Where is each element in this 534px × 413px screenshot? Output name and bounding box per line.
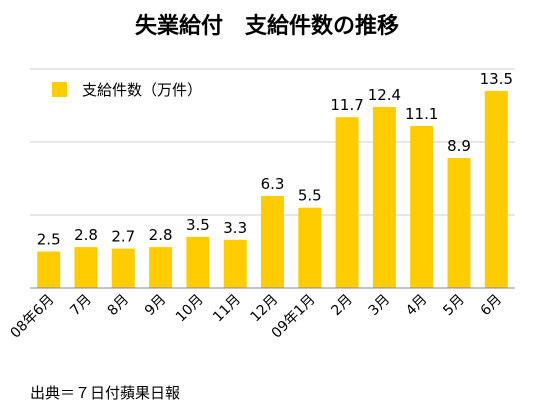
x-tick-label: 5月 xyxy=(440,292,468,320)
x-tick-label: 7月 xyxy=(67,292,95,320)
data-label: 2.5 xyxy=(37,231,61,249)
data-label: 6.3 xyxy=(261,175,285,193)
bar xyxy=(447,158,471,288)
x-tick-label: 10月 xyxy=(173,292,207,326)
data-label: 3.3 xyxy=(223,219,247,237)
x-tick-label: 12月 xyxy=(248,292,282,326)
bar xyxy=(186,236,210,288)
x-tick-label: 2月 xyxy=(328,292,356,320)
x-tick-label: 08年6月 xyxy=(8,292,58,342)
x-tick-label: 6月 xyxy=(478,292,506,320)
legend-swatch xyxy=(52,82,67,97)
legend: 支給件数（万件） xyxy=(52,81,202,99)
bars xyxy=(37,90,508,289)
data-label: 11.1 xyxy=(405,105,438,123)
bar xyxy=(410,125,434,289)
data-label: 3.5 xyxy=(186,216,210,234)
data-label: 5.5 xyxy=(298,187,322,205)
data-label: 8.9 xyxy=(447,137,471,155)
data-label: 11.7 xyxy=(330,96,363,114)
legend-label: 支給件数（万件） xyxy=(82,81,202,99)
data-label: 13.5 xyxy=(480,70,513,88)
source-note: 出典＝７日付蘋果日報 xyxy=(30,384,180,402)
bar xyxy=(111,248,135,288)
chart-title: 失業給付 支給件数の推移 xyxy=(135,13,399,39)
bar xyxy=(298,207,322,288)
bar xyxy=(484,90,508,289)
bar xyxy=(372,107,396,288)
data-label: 2.8 xyxy=(74,226,98,244)
x-tick-label: 4月 xyxy=(403,292,431,320)
x-tick-label: 3月 xyxy=(366,292,394,320)
value-labels: 2.5 2.8 2.7 2.8 3.5 3.3 6.3 5.5 11.7 12.411.1 8.9 1… xyxy=(37,70,513,249)
data-label: 12.4 xyxy=(368,86,401,104)
bar xyxy=(149,247,173,288)
bar xyxy=(223,239,247,288)
x-tick-label: 11月 xyxy=(210,292,244,326)
bar xyxy=(335,117,359,288)
x-tick-label: 9月 xyxy=(142,292,170,320)
x-tick-label: 8月 xyxy=(105,292,133,320)
bar xyxy=(37,251,61,288)
bar xyxy=(74,247,98,288)
data-label: 2.8 xyxy=(149,226,173,244)
bar xyxy=(261,196,284,288)
data-label: 2.7 xyxy=(111,228,135,246)
